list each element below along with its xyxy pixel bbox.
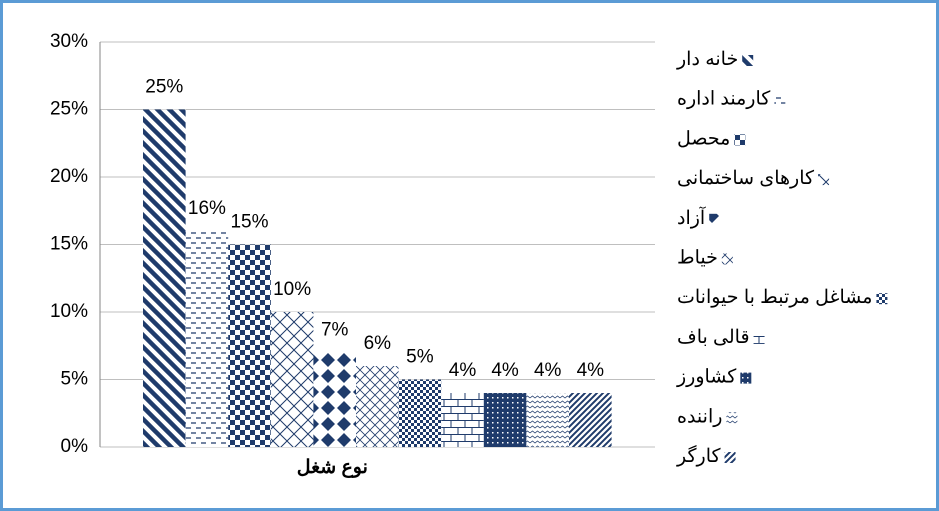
bar bbox=[398, 379, 442, 447]
legend-swatch bbox=[876, 293, 888, 305]
data-label: 25% bbox=[145, 77, 183, 98]
legend-swatch bbox=[753, 332, 765, 344]
y-tick-label: 5% bbox=[61, 369, 89, 390]
legend-swatch bbox=[774, 94, 786, 106]
bar bbox=[228, 244, 271, 447]
legend-swatch bbox=[721, 253, 733, 265]
y-tick-label: 10% bbox=[50, 301, 88, 322]
bar bbox=[143, 109, 186, 447]
bar bbox=[441, 393, 484, 447]
data-label: 7% bbox=[321, 320, 349, 341]
bar bbox=[569, 393, 612, 447]
legend-label: کارمند اداره bbox=[677, 89, 771, 110]
data-label: 4% bbox=[491, 360, 519, 381]
bar bbox=[526, 393, 569, 447]
legend-swatch bbox=[709, 213, 721, 225]
data-label: 10% bbox=[273, 279, 311, 300]
legend-label: کشاورز bbox=[676, 367, 737, 388]
y-tick-label: 30% bbox=[50, 31, 88, 52]
legend-swatch bbox=[742, 55, 754, 66]
data-label: 4% bbox=[577, 360, 605, 381]
bar bbox=[313, 352, 356, 447]
legend-label: راننده bbox=[677, 406, 722, 427]
data-label: 6% bbox=[364, 333, 392, 354]
data-label: 5% bbox=[406, 347, 434, 368]
legend-label: کارهای ساختمانی bbox=[677, 168, 815, 189]
x-category-label: نوع شغل bbox=[297, 457, 368, 478]
data-label: 15% bbox=[230, 212, 268, 233]
legend-swatch bbox=[734, 134, 746, 146]
legend-label: خیاط bbox=[677, 248, 718, 269]
y-tick-label: 15% bbox=[50, 234, 88, 255]
bar bbox=[483, 393, 527, 447]
y-tick-label: 20% bbox=[50, 166, 88, 187]
legend-swatch bbox=[724, 452, 736, 463]
legend-label: محصل bbox=[677, 128, 730, 149]
legend-swatch bbox=[726, 412, 738, 424]
legend-label: مشاغل مرتبط با حیوانات bbox=[677, 287, 872, 308]
legend-label: کارگر bbox=[676, 444, 721, 467]
legend-swatch bbox=[740, 372, 752, 384]
data-label: 4% bbox=[534, 360, 562, 381]
data-label: 4% bbox=[449, 360, 477, 381]
legend-label: خانه دار bbox=[676, 49, 738, 70]
legend-swatch bbox=[818, 174, 830, 186]
legend-label: آزاد bbox=[677, 206, 706, 229]
bar bbox=[185, 231, 229, 447]
legend-label: قالی باف bbox=[677, 327, 750, 348]
y-tick-label: 0% bbox=[61, 436, 89, 457]
data-label: 16% bbox=[188, 198, 226, 219]
y-tick-label: 25% bbox=[50, 99, 88, 120]
bar bbox=[270, 312, 314, 447]
bar bbox=[356, 366, 399, 447]
